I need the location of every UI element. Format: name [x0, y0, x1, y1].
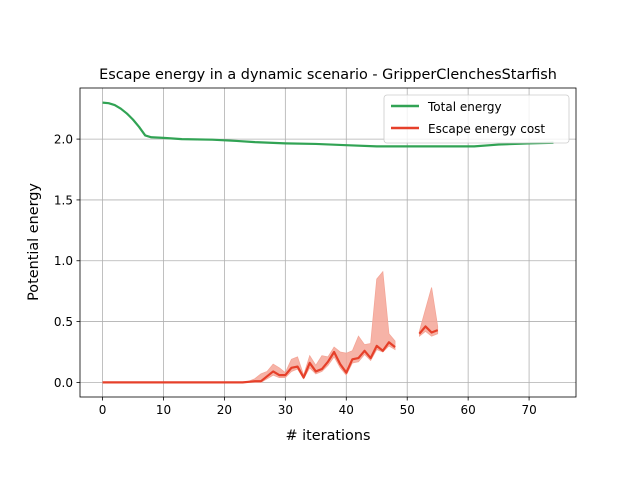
x-tick-label: 30	[278, 403, 293, 417]
chart-title: Escape energy in a dynamic scenario - Gr…	[99, 67, 557, 83]
uncertainty-band	[419, 287, 439, 338]
series-line-escape-energy-cost	[102, 341, 396, 384]
x-tick-label: 60	[461, 403, 476, 417]
legend-label-total-energy: Total energy	[427, 100, 502, 114]
plot-frame	[79, 87, 577, 398]
uncertainty-band	[102, 270, 396, 383]
y-tick-label: 1.5	[54, 193, 73, 207]
series-lines	[102, 101, 554, 384]
x-tick-label: 70	[521, 403, 536, 417]
x-axis-label: # iterations	[286, 428, 371, 444]
legend-label-escape-energy-cost: Escape energy cost	[428, 122, 545, 136]
legend: Total energy Escape energy cost	[383, 94, 570, 144]
x-tick-label: 40	[339, 403, 354, 417]
x-axis-ticks: 0 10 20 30 40 50 60 70	[99, 397, 537, 417]
y-tick-label: 2.0	[54, 133, 73, 147]
y-axis-ticks: 0.0 0.5 1.0 1.5 2.0	[54, 133, 80, 390]
y-tick-label: 0.0	[54, 376, 73, 390]
series-line-escape-energy-cost	[418, 325, 439, 335]
series-line-total-energy	[102, 101, 554, 148]
x-tick-label: 20	[217, 403, 232, 417]
x-tick-label: 50	[400, 403, 415, 417]
y-tick-label: 1.0	[54, 254, 73, 268]
legend-box	[383, 94, 570, 144]
x-tick-label: 10	[156, 403, 171, 417]
y-tick-label: 0.5	[54, 315, 73, 329]
y-axis-label: Potential energy	[26, 183, 42, 301]
escape-energy-band	[102, 270, 439, 383]
x-tick-label: 0	[99, 403, 107, 417]
